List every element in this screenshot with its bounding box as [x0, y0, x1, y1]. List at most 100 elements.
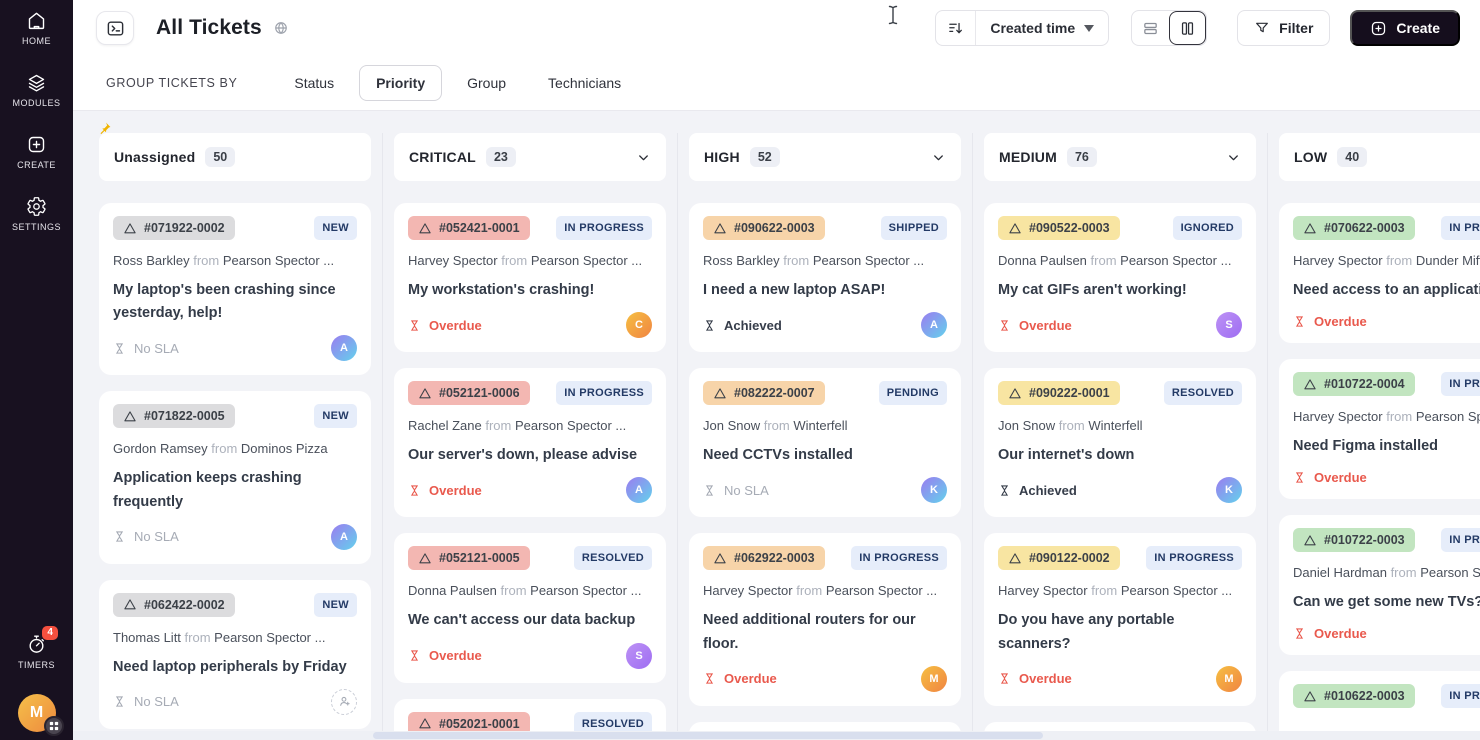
sidebar-item-modules[interactable]: MODULES	[12, 72, 60, 108]
kanban-view-button[interactable]	[1169, 11, 1207, 45]
sidebar-label: CREATE	[17, 160, 56, 170]
requester-line: Daniel Hardman from Pearson Spector ...	[1293, 565, 1480, 580]
column-cards: #090522-0003 IGNORED Donna Paulsen from …	[984, 203, 1256, 740]
sidebar-item-settings[interactable]: SETTINGS	[12, 196, 61, 232]
hourglass-icon	[705, 485, 714, 496]
sla-status: Achieved	[703, 318, 782, 333]
requester-line: Harvey Spector from Dunder Mifflin	[1293, 253, 1480, 268]
ticket-card[interactable]: #062922-0003 IN PROGRESS Harvey Spector …	[689, 533, 961, 706]
warning-icon	[124, 599, 136, 610]
ticket-id-badge: #090622-0003	[703, 216, 825, 240]
column-cards: #071922-0002 NEW Ross Barkley from Pears…	[99, 203, 371, 740]
group-by-tabs: Status Priority Group Technicians	[277, 65, 646, 101]
ticket-title: Need CCTVs installed	[703, 447, 853, 464]
requester-line: Donna Paulsen from Pearson Spector ...	[408, 583, 642, 599]
ticket-title: Our internet's down	[998, 447, 1135, 464]
ticket-status-badge: NEW	[314, 404, 357, 429]
ticket-title: Need additional routers for our floor.	[703, 612, 916, 652]
ticket-card[interactable]: #082222-0007 PENDING Jon Snow from Winte…	[689, 368, 961, 518]
tab-priority[interactable]: Priority	[359, 65, 443, 101]
sort-control[interactable]: Created time	[935, 10, 1110, 46]
assignee-avatar[interactable]: K	[1216, 477, 1242, 504]
ticket-title: My laptop's been crashing since yesterda…	[113, 282, 336, 322]
warning-icon	[124, 222, 136, 233]
hourglass-icon	[1295, 628, 1304, 639]
ticket-id-badge: #071822-0005	[113, 404, 235, 429]
assignee-avatar[interactable]: A	[921, 312, 947, 339]
board-column-high: HIGH 52 #090622-0003 SHIPPED Ross Barkle…	[678, 133, 973, 740]
assignee-avatar[interactable]: A	[331, 335, 357, 362]
ticket-title: My cat GIFs aren't working!	[998, 282, 1187, 298]
ticket-id-badge: #052421-0001	[408, 216, 530, 240]
sla-status: Overdue	[1293, 470, 1367, 485]
assignee-avatar[interactable]: K	[921, 477, 947, 504]
ticket-card[interactable]: #090522-0003 IGNORED Donna Paulsen from …	[984, 203, 1256, 353]
tab-technicians[interactable]: Technicians	[548, 75, 622, 91]
assignee-avatar[interactable]: M	[1216, 665, 1242, 692]
user-avatar[interactable]: M	[17, 694, 64, 736]
ticket-card[interactable]: #052421-0001 IN PROGRESS Harvey Spector …	[394, 203, 666, 353]
chevron-down-icon[interactable]	[1226, 150, 1241, 165]
ticket-card[interactable]: #090622-0003 SHIPPED Ross Barkley from P…	[689, 203, 961, 353]
column-header: LOW 40	[1279, 133, 1480, 181]
assignee-avatar[interactable]: A	[626, 477, 652, 504]
ticket-card[interactable]: #090222-0001 RESOLVED Jon Snow from Wint…	[984, 368, 1256, 518]
ticket-status-badge: IN PROGRESS	[1441, 684, 1480, 708]
kanban-board: Unassigned 50 #071922-0002 NEW Ross Bark…	[73, 111, 1480, 740]
assignee-avatar[interactable]	[331, 688, 357, 715]
assignee-avatar[interactable]: C	[626, 312, 652, 339]
column-header: HIGH 52	[689, 133, 961, 181]
ticket-title: Need laptop peripherals by Friday	[113, 658, 347, 675]
ticket-card[interactable]: #010722-0003 IN PROGRESS Daniel Hardman …	[1279, 515, 1480, 655]
ticket-card[interactable]: #010722-0004 IN PROGRESS Harvey Spector …	[1279, 359, 1480, 499]
ticket-id-badge: #052121-0005	[408, 546, 530, 571]
tab-status[interactable]: Status	[294, 75, 335, 91]
horizontal-scrollbar[interactable]	[73, 731, 1480, 740]
ticket-card[interactable]: #090122-0002 IN PROGRESS Harvey Spector …	[984, 533, 1256, 706]
assignee-avatar[interactable]: M	[921, 665, 947, 692]
gear-icon	[27, 197, 46, 216]
tab-group[interactable]: Group	[467, 75, 507, 91]
warning-icon	[1009, 388, 1021, 399]
tickets-icon	[107, 20, 123, 36]
sidebar-label: TIMERS	[17, 660, 55, 670]
ticket-title: Need Figma installed	[1293, 438, 1439, 454]
sla-status: Overdue	[408, 648, 482, 663]
assignee-avatar[interactable]: S	[1216, 312, 1242, 339]
filter-button[interactable]: Filter	[1237, 10, 1331, 46]
globe-icon	[274, 21, 288, 35]
scrollbar-thumb[interactable]	[373, 732, 1043, 739]
ticket-card[interactable]: #071922-0002 NEW Ross Barkley from Pears…	[99, 203, 371, 376]
ticket-card[interactable]: #071822-0005 NEW Gordon Ramsey from Domi…	[99, 391, 371, 564]
ticket-card[interactable]: #070622-0003 IN PROGRESS Harvey Spector …	[1279, 203, 1480, 343]
requester-line: Harvey Spector from Pearson Spector ...	[703, 583, 938, 599]
pin-icon	[100, 122, 111, 135]
warning-icon	[1009, 553, 1021, 564]
column-count-badge: 52	[749, 147, 780, 167]
filter-label: Filter	[1279, 20, 1314, 36]
warning-icon	[124, 411, 136, 422]
sla-status: Overdue	[998, 671, 1072, 686]
sidebar-item-timers[interactable]: 4 TIMERS	[17, 626, 58, 670]
ticket-card[interactable]: #052121-0006 IN PROGRESS Rachel Zane fro…	[394, 368, 666, 518]
chevron-down-icon[interactable]	[636, 150, 651, 165]
ticket-card[interactable]: #052121-0005 RESOLVED Donna Paulsen from…	[394, 533, 666, 683]
ticket-card[interactable]: #062422-0002 NEW Thomas Litt from Pearso…	[99, 579, 371, 729]
sla-status: Overdue	[408, 318, 482, 333]
hourglass-icon	[705, 320, 714, 331]
column-count-badge: 76	[1066, 147, 1097, 167]
sla-status: No SLA	[113, 529, 179, 544]
timers-count-badge: 4	[42, 626, 58, 640]
ticket-status-badge: RESOLVED	[573, 546, 652, 571]
sidebar-item-home[interactable]: HOME	[22, 10, 51, 46]
header-controls: Created time Filter Create	[935, 10, 1460, 46]
list-view-button[interactable]	[1132, 11, 1169, 45]
assignee-avatar[interactable]: S	[626, 642, 652, 669]
assignee-avatar[interactable]: A	[331, 523, 357, 550]
create-button[interactable]: Create	[1350, 10, 1460, 46]
sidebar-item-create[interactable]: CREATE	[17, 134, 56, 170]
ticket-card[interactable]: #010622-0003 IN PROGRESS	[1279, 671, 1480, 740]
tickets-icon-button[interactable]	[96, 11, 134, 45]
column-count-badge: 40	[1337, 147, 1368, 167]
chevron-down-icon[interactable]	[931, 150, 946, 165]
